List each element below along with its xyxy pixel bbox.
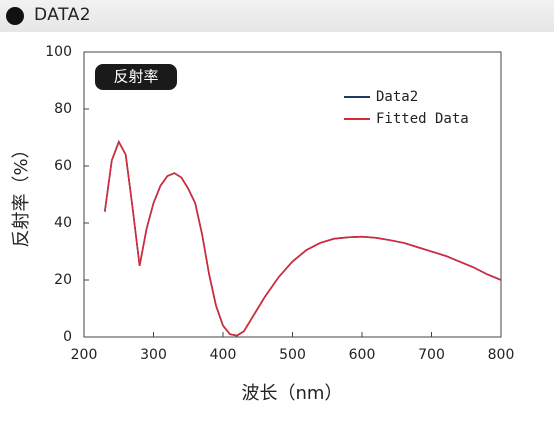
legend-label: Data2 <box>376 89 418 105</box>
data-line <box>104 139 502 337</box>
y-tick-label: 60 <box>54 158 72 174</box>
x-tick-label: 400 <box>210 347 237 363</box>
x-tick-label: 200 <box>71 347 98 363</box>
x-tick-label: 700 <box>418 347 445 363</box>
x-tick-label: 600 <box>349 347 376 363</box>
y-tick-label: 20 <box>54 272 72 288</box>
annotation-badge <box>95 64 177 90</box>
y-tick-label: 80 <box>54 101 72 117</box>
header-bar: DATA2 <box>0 0 554 32</box>
x-tick-label: 300 <box>140 347 167 363</box>
x-tick-label: 800 <box>488 347 515 363</box>
header-title: DATA2 <box>34 5 92 25</box>
y-tick-label: 0 <box>63 329 72 345</box>
plot-frame <box>83 51 502 338</box>
annotation: 反射率 <box>113 68 158 86</box>
data-line <box>104 139 502 337</box>
header-bullet <box>6 7 24 25</box>
chart: 反射率 波长（nm） 反射率（%） 0 20 40 60 80 100 200 300 400 5… <box>11 44 515 404</box>
legend-label: Fitted Data <box>376 111 469 127</box>
y-axis-label: 反射率（%） <box>11 140 32 247</box>
x-axis-label: 波长（nm） <box>242 383 343 404</box>
x-tick-label: 500 <box>279 347 306 363</box>
y-tick-label: 100 <box>45 44 72 60</box>
y-tick-label: 40 <box>54 215 72 231</box>
